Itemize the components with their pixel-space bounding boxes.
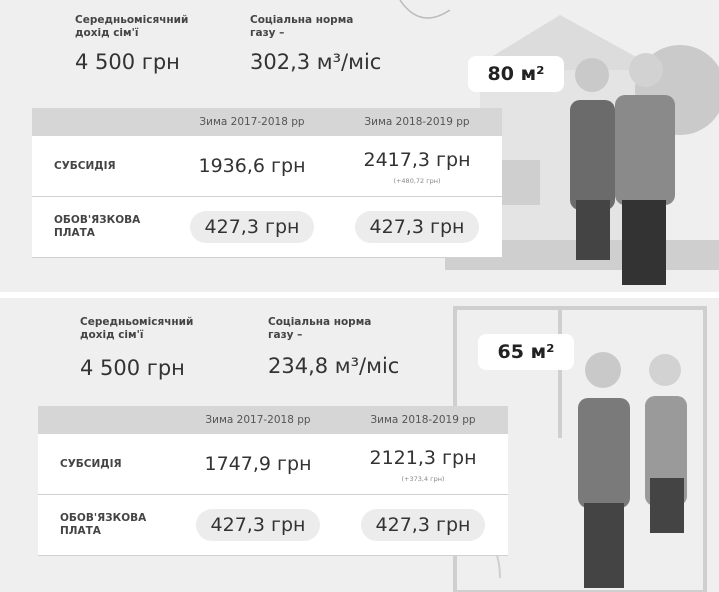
income-value: 4 500 грн xyxy=(75,50,180,74)
column-header: Зима 2017-2018 рр xyxy=(178,406,338,434)
row-label: СУБСИДІЯ xyxy=(60,434,180,494)
table: Зима 2017-2018 рр Зима 2018-2019 рр СУБС… xyxy=(32,108,502,258)
cell-value: 427,3 грн xyxy=(190,211,314,243)
table-row: СУБСИДІЯ 1936,6 грн 2417,3 грн (+480,72 … xyxy=(32,136,502,197)
column-header: Зима 2017-2018 рр xyxy=(172,108,332,136)
gas-label: Соціальна норма газу – xyxy=(250,14,370,40)
panel: Середньомісячний дохід сім'ї 4 500 грн С… xyxy=(0,298,719,592)
table-row: ОБОВ'ЯЗКОВА ПЛАТА 427,3 грн 427,3 грн xyxy=(38,495,508,556)
person-body xyxy=(570,100,615,210)
cell-value: 427,3 грн xyxy=(361,509,485,541)
gas-value: 302,3 м³/міс xyxy=(250,50,381,74)
table-row: ОБОВ'ЯЗКОВА ПЛАТА 427,3 грн 427,3 грн xyxy=(32,197,502,258)
person-body xyxy=(615,95,675,205)
table-row: СУБСИДІЯ 1747,9 грн 2121,3 грн (+373,4 г… xyxy=(38,434,508,495)
income-label: Середньомісячний дохід сім'ї xyxy=(80,316,230,342)
decor-line xyxy=(400,0,450,18)
area-badge: 65 м² xyxy=(478,334,574,370)
person-legs xyxy=(622,200,666,285)
person-skirt xyxy=(576,200,610,260)
panel: Середньомісячний дохід сім'ї 4 500 грн С… xyxy=(0,0,719,292)
person-skirt xyxy=(650,478,684,533)
cell-value: 1936,6 грн xyxy=(172,136,332,196)
cell-note: (+373,4 грн) xyxy=(343,475,503,483)
gas-value: 234,8 м³/міс xyxy=(268,354,399,378)
area-badge: 80 м² xyxy=(468,56,564,92)
person-head xyxy=(629,53,663,87)
person-body xyxy=(578,398,630,508)
page: {"panels": [ {"income_label": "Середньом… xyxy=(0,0,719,592)
person-head xyxy=(585,352,621,388)
person-head xyxy=(649,354,681,386)
person-head xyxy=(575,58,609,92)
gas-label: Соціальна норма газу – xyxy=(268,316,388,342)
cell-note: (+480,72 грн) xyxy=(337,177,497,185)
person-legs xyxy=(584,503,624,588)
row-label: СУБСИДІЯ xyxy=(54,136,174,196)
cell-value: 427,3 грн xyxy=(355,211,479,243)
row-label: ОБОВ'ЯЗКОВА ПЛАТА xyxy=(54,197,174,257)
window xyxy=(500,160,540,205)
row-label: ОБОВ'ЯЗКОВА ПЛАТА xyxy=(60,495,180,555)
income-label: Середньомісячний дохід сім'ї xyxy=(75,14,225,40)
cell-value: 1747,9 грн xyxy=(178,434,338,494)
table: Зима 2017-2018 рр Зима 2018-2019 рр СУБС… xyxy=(38,406,508,556)
income-value: 4 500 грн xyxy=(80,356,185,380)
cell-value: 427,3 грн xyxy=(196,509,320,541)
